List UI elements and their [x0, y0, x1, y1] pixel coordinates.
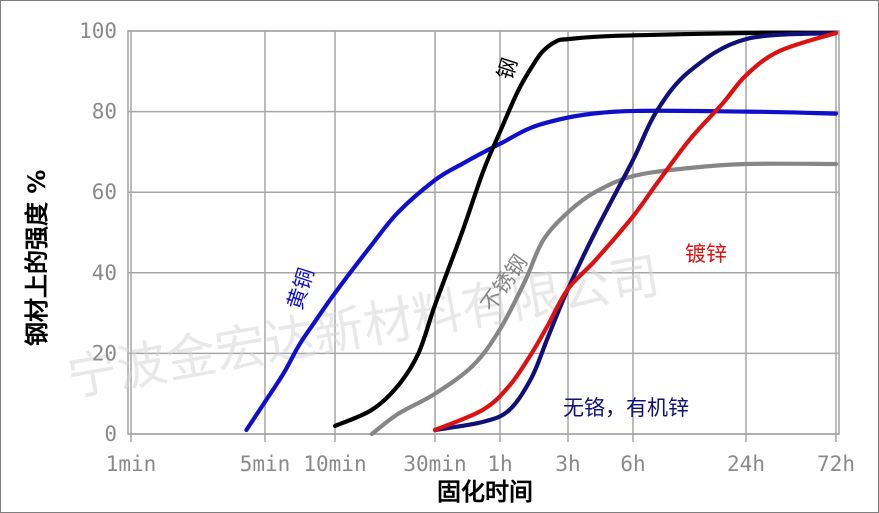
x-tick-label: 6h [620, 452, 645, 476]
series-line-stainless-steel [369, 161, 839, 437]
x-tick-label: 1h [487, 452, 512, 476]
y-tick-label: 0 [104, 422, 117, 446]
x-axis-title: 固化时间 [437, 478, 533, 506]
series-line-chrome-free-organic-zinc [432, 30, 839, 433]
grid [127, 30, 840, 442]
series-label-galvanized: 镀锌 [685, 242, 727, 266]
y-tick-label: 40 [92, 261, 117, 285]
y-tick-label: 60 [92, 180, 117, 204]
series-line-galvanized [432, 30, 839, 433]
y-tick-label: 20 [92, 341, 117, 365]
x-tick-label: 5min [240, 452, 291, 476]
x-tick-label: 10min [303, 452, 366, 476]
series-group [244, 30, 839, 437]
series-label-chrome-free-organic-zinc: 无铬，有机锌 [563, 396, 689, 420]
x-tick-label: 24h [727, 452, 765, 476]
series-label-steel: 钢 [493, 55, 522, 82]
y-tick-label: 100 [79, 19, 117, 43]
y-axis-title: 钢材上的强度 % [23, 170, 51, 346]
x-tick-label: 3h [555, 452, 580, 476]
x-tick-label: 30min [403, 452, 466, 476]
x-tick-labels: 1min 5min 10min 30min 1h 3h 6h 24h 72h [106, 452, 855, 476]
y-tick-labels: 0 20 40 60 80 100 [79, 19, 117, 446]
y-tick-label: 80 [92, 100, 117, 124]
series-line-brass [244, 108, 839, 433]
watermark-text: 宁波金宏达新材料有限公司 [63, 247, 664, 408]
x-tick-label: 1min [106, 452, 157, 476]
x-tick-label: 72h [817, 452, 855, 476]
series-line-steel [332, 30, 839, 428]
